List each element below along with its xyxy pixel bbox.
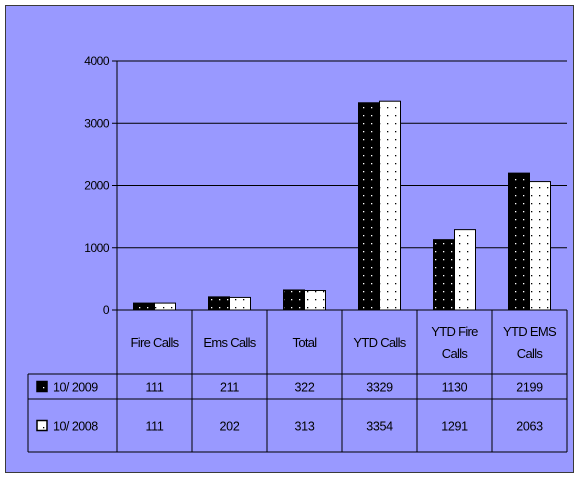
bar-10-2009-5	[508, 172, 530, 311]
category-label: Ems Calls	[203, 335, 256, 350]
gridlines	[112, 60, 567, 311]
bar-10-2009-4	[433, 239, 455, 311]
bar-10-2008-1	[229, 296, 251, 311]
bar-10-2009-2	[283, 289, 305, 311]
data-cell: 1291	[441, 420, 468, 434]
chart-text: 0 1000 2000 3000 4000 Fire Calls Ems Calls Tota…	[36, 54, 558, 434]
data-cell: 3354	[366, 420, 393, 434]
data-cell: 3329	[366, 381, 393, 395]
bars	[133, 100, 551, 311]
category-label: Fire Calls	[131, 335, 180, 350]
chart-area	[5, 5, 574, 473]
y-tick-label: 4000	[84, 54, 110, 68]
category-label: Total	[293, 335, 318, 350]
y-tick-label: 3000	[84, 116, 110, 130]
category-label: Calls	[442, 346, 469, 361]
data-cell: 2063	[516, 420, 543, 434]
bar-10-2008-0	[154, 302, 176, 311]
category-label: Calls	[517, 346, 544, 361]
bar-10-2009-0	[133, 302, 155, 311]
category-label: YTD EMS	[503, 324, 557, 339]
data-cell: 111	[145, 420, 163, 434]
data-cell: 202	[220, 420, 240, 434]
legend-key-10-2009	[36, 380, 48, 393]
bar-10-2008-2	[304, 290, 326, 311]
data-cell: 211	[220, 381, 239, 395]
y-tick-label: 1000	[84, 241, 110, 255]
data-table	[27, 309, 568, 453]
category-label: YTD Fire	[431, 324, 478, 339]
bar-10-2008-4	[454, 229, 476, 311]
legend-label: 10/ 2008	[53, 420, 98, 434]
bar-10-2009-3	[358, 102, 380, 311]
y-tick-label: 0	[103, 303, 110, 317]
data-cell: 322	[295, 381, 315, 395]
bar-10-2008-3	[379, 100, 401, 311]
data-cell: 111	[145, 381, 163, 395]
y-tick-label: 2000	[84, 179, 110, 193]
category-label: YTD Calls	[353, 335, 406, 350]
bar-10-2009-1	[208, 296, 230, 311]
data-cell: 1130	[442, 381, 468, 395]
data-cell: 313	[295, 420, 315, 434]
data-cell: 2199	[516, 381, 543, 395]
bar-10-2008-5	[529, 181, 551, 311]
legend-label: 10/ 2009	[53, 381, 98, 395]
legend-key-10-2008	[36, 419, 48, 432]
